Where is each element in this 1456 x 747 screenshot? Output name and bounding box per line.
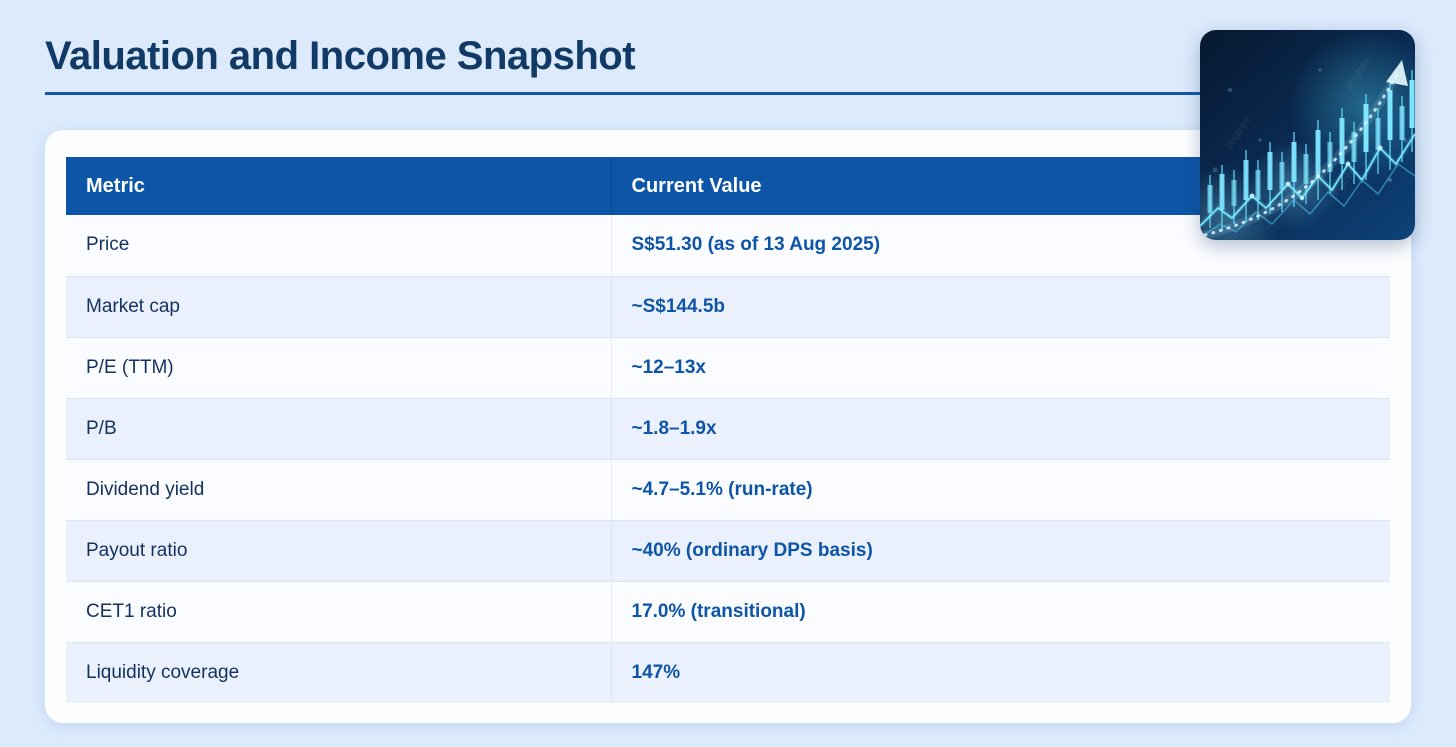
metric-cell: Payout ratio [66, 519, 611, 581]
metric-cell: Price [86, 234, 130, 256]
stock-chart-image: pngtree pngtree pngtree [1200, 30, 1415, 240]
value-cell: ~4.7–5.1% (run-rate) [610, 458, 1390, 520]
value-cell: ~12–13x [610, 336, 1390, 398]
column-header-metric: Metric [66, 157, 611, 215]
table-row: Market cap ~S$144.5b [66, 275, 1390, 337]
table-row: Liquidity coverage 147% [66, 641, 1390, 703]
metric-cell: CET1 ratio [66, 580, 611, 642]
table-header-row: Metric Current Value [66, 157, 1390, 215]
table-row: P/E (TTM) ~12–13x [66, 336, 1390, 398]
title-divider [45, 92, 1411, 95]
value-cell: ~S$144.5b [610, 275, 1390, 337]
table-body: Price S$51.30 (as of 13 Aug 2025) Market c… [66, 215, 1390, 703]
table-row: CET1 ratio 17.0% (transitional) [66, 580, 1390, 642]
valuation-snapshot-table: Metric Current Value Price S$51.30 (as of… [66, 157, 1390, 703]
table-card: Metric Current Value Price S$51.30 (as of… [45, 130, 1411, 723]
value-cell: ~40% (ordinary DPS basis) [610, 519, 1390, 581]
table-row: Dividend yield ~4.7–5.1% (run-rate) [66, 458, 1390, 520]
value-cell: ~1.8–1.9x [610, 397, 1390, 459]
page-title: Valuation and Income Snapshot [45, 34, 636, 78]
value-cell: 17.0% (transitional) [610, 580, 1390, 642]
metric-cell: Liquidity coverage [66, 641, 611, 703]
table-row: Price S$51.30 (as of 13 Aug 2025) [66, 215, 1390, 276]
table-row: Payout ratio ~40% (ordinary DPS basis) [66, 519, 1390, 581]
metric-cell: P/B [66, 397, 611, 459]
metric-cell: Market cap [66, 275, 611, 337]
metric-cell: Dividend yield [66, 458, 611, 520]
metric-cell: P/E (TTM) [66, 336, 611, 398]
table-row: P/B ~1.8–1.9x [66, 397, 1390, 459]
stock-chart-thumbnail: pngtree pngtree pngtree [1200, 30, 1415, 240]
value-cell: 147% [610, 641, 1390, 703]
